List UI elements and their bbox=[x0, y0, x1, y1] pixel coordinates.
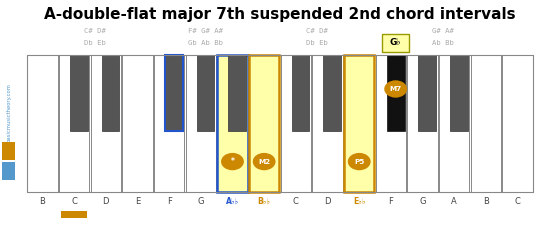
Text: A-double-flat major 7th suspended 2nd chord intervals: A-double-flat major 7th suspended 2nd ch… bbox=[44, 7, 516, 22]
Text: M7: M7 bbox=[389, 86, 402, 92]
Bar bbox=[292, 55, 310, 131]
Text: G♭: G♭ bbox=[390, 38, 401, 47]
Bar bbox=[312, 55, 343, 192]
Text: F: F bbox=[388, 197, 393, 206]
Bar bbox=[91, 55, 121, 192]
Text: G# A#: G# A# bbox=[432, 28, 454, 34]
Text: *: * bbox=[231, 157, 235, 166]
Bar bbox=[387, 55, 405, 131]
Bar bbox=[376, 55, 406, 192]
Bar bbox=[27, 55, 58, 192]
Text: C# D#: C# D# bbox=[306, 28, 327, 34]
Bar bbox=[281, 55, 311, 192]
Text: Ab Bb: Ab Bb bbox=[432, 40, 454, 46]
Bar bbox=[197, 55, 214, 131]
Bar bbox=[229, 55, 246, 131]
Text: E: E bbox=[135, 197, 140, 206]
Bar bbox=[154, 55, 184, 192]
Text: B: B bbox=[483, 197, 489, 206]
Text: A♭♭: A♭♭ bbox=[226, 197, 239, 206]
Bar bbox=[59, 55, 89, 192]
Text: P5: P5 bbox=[354, 159, 364, 165]
Text: Db Eb: Db Eb bbox=[306, 40, 327, 46]
Text: F: F bbox=[167, 197, 172, 206]
Bar bbox=[27, 55, 533, 192]
Bar bbox=[165, 55, 183, 131]
Bar bbox=[2, 162, 15, 180]
Text: D: D bbox=[103, 197, 109, 206]
Text: Db Eb: Db Eb bbox=[84, 40, 105, 46]
Bar bbox=[2, 142, 15, 160]
Ellipse shape bbox=[348, 153, 371, 170]
Text: C: C bbox=[515, 197, 521, 206]
Bar bbox=[186, 55, 216, 192]
Bar bbox=[407, 55, 438, 192]
Ellipse shape bbox=[384, 80, 407, 98]
Bar bbox=[122, 55, 153, 192]
Bar bbox=[102, 55, 119, 131]
Text: B: B bbox=[40, 197, 45, 206]
Bar bbox=[324, 55, 341, 131]
Text: A: A bbox=[451, 197, 457, 206]
Bar bbox=[471, 55, 501, 192]
Ellipse shape bbox=[252, 153, 275, 170]
Bar bbox=[249, 55, 279, 192]
Text: C: C bbox=[293, 197, 299, 206]
Bar bbox=[165, 55, 183, 131]
Bar bbox=[61, 211, 87, 218]
Text: E♭♭: E♭♭ bbox=[353, 197, 365, 206]
Text: C: C bbox=[71, 197, 77, 206]
Text: Gb Ab Bb: Gb Ab Bb bbox=[188, 40, 223, 46]
Text: D: D bbox=[324, 197, 331, 206]
Text: basicmusictheory.com: basicmusictheory.com bbox=[6, 83, 11, 142]
FancyBboxPatch shape bbox=[382, 34, 409, 52]
Bar bbox=[70, 55, 87, 131]
Bar bbox=[344, 55, 375, 192]
Text: G: G bbox=[198, 197, 204, 206]
Bar bbox=[439, 55, 470, 192]
Bar bbox=[450, 55, 468, 131]
Text: F# G# A#: F# G# A# bbox=[188, 28, 223, 34]
Text: B♭♭: B♭♭ bbox=[258, 197, 270, 206]
Text: M2: M2 bbox=[258, 159, 270, 165]
Text: G: G bbox=[419, 197, 426, 206]
Text: C# D#: C# D# bbox=[84, 28, 105, 34]
Bar bbox=[217, 55, 248, 192]
Ellipse shape bbox=[221, 153, 244, 170]
Bar bbox=[502, 55, 533, 192]
Bar bbox=[419, 55, 436, 131]
